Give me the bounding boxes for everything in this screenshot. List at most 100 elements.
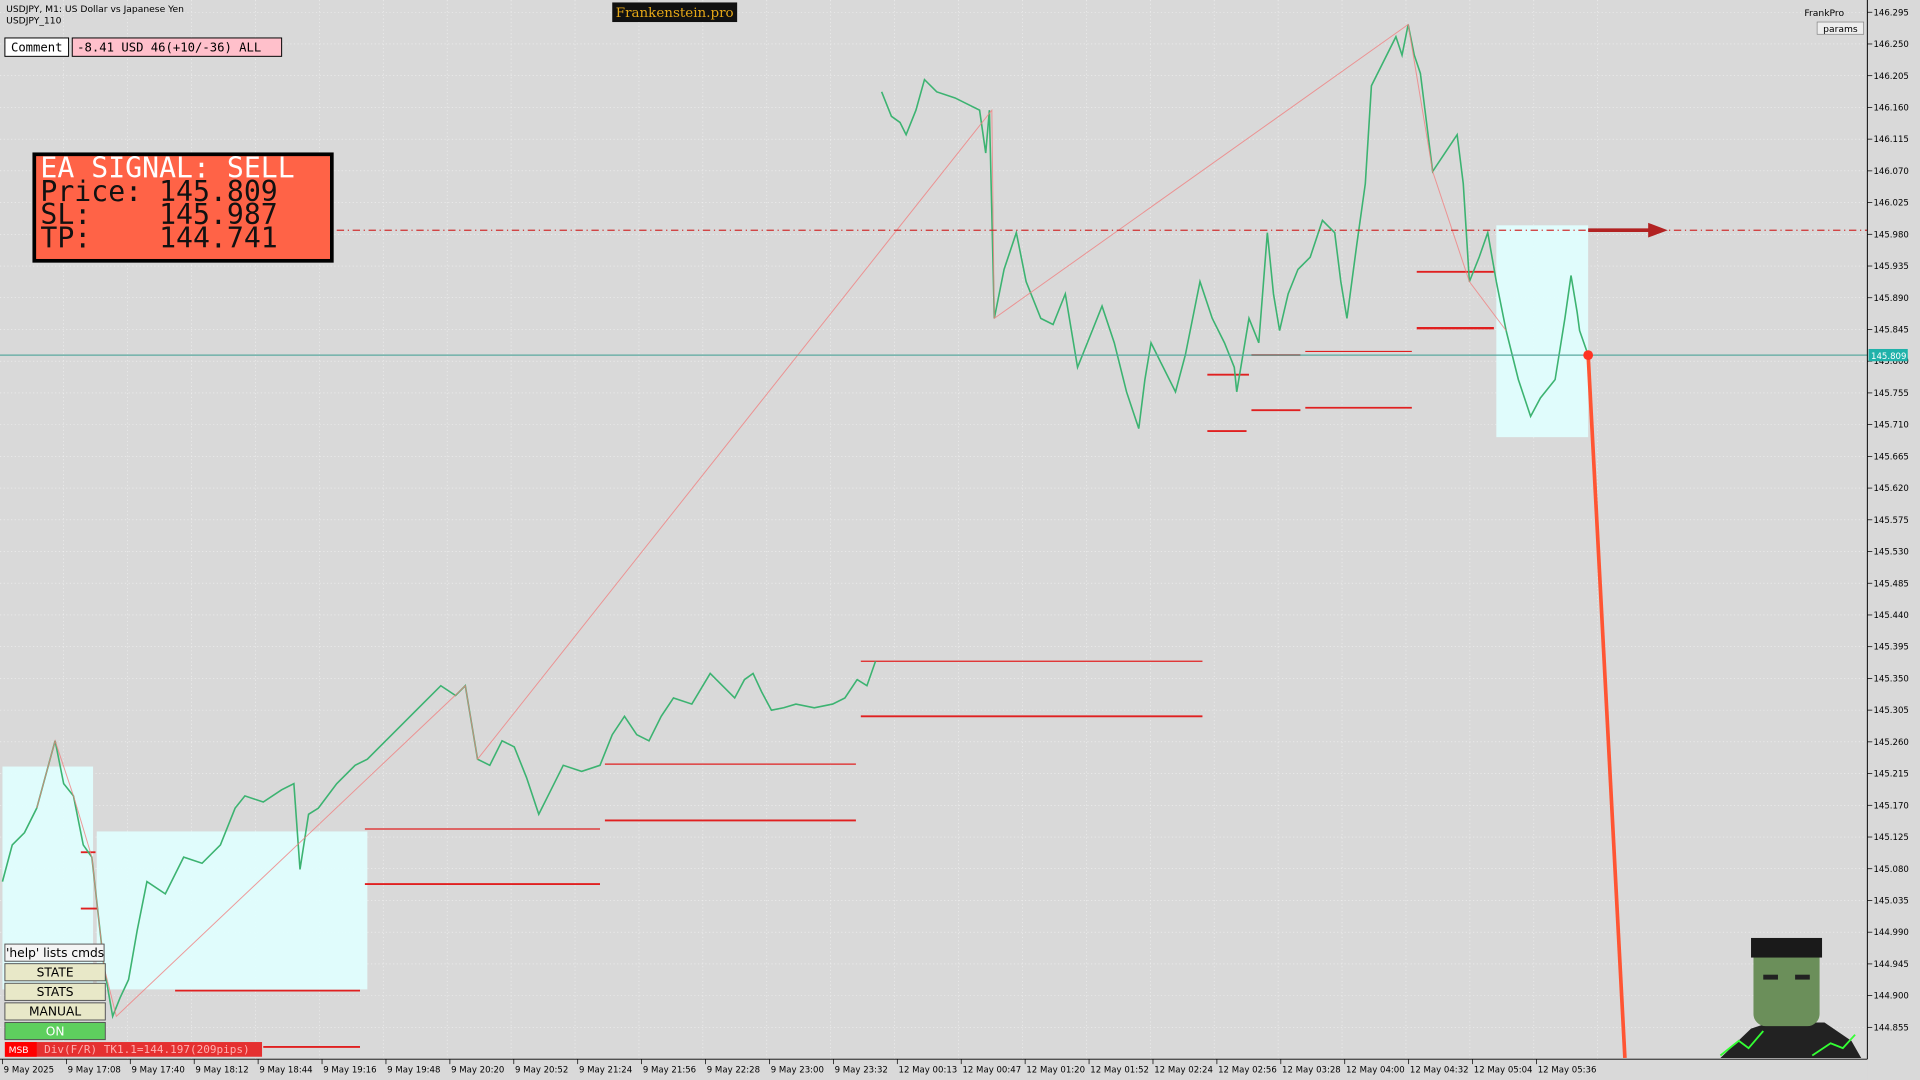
button[interactable]	[4, 963, 106, 982]
price-label: 145.575	[1873, 516, 1908, 526]
price-label: 145.125	[1873, 833, 1908, 843]
price-label: 145.440	[1873, 611, 1908, 621]
price-label: 145.620	[1873, 484, 1908, 494]
price-label: 145.260	[1873, 738, 1908, 748]
comment-box	[71, 37, 283, 57]
time-label: 9 May 18:44	[259, 1066, 312, 1076]
time-label: 9 May 19:16	[323, 1066, 376, 1076]
price-label: 145.890	[1873, 294, 1908, 304]
time-label: 9 May 23:00	[771, 1066, 824, 1076]
comment-text: -8.41 USD 46(+10/-36) ALL	[77, 40, 261, 54]
axes: 146.295 146.250 146.205 146.160 146.115 146.0…	[2, 8, 1909, 1076]
time-label: 12 May 04:00	[1346, 1066, 1405, 1076]
current-price-box	[1868, 348, 1908, 362]
button-label[interactable]: 'help' lists cmds	[6, 946, 104, 960]
button-label[interactable]: STATS	[37, 985, 74, 999]
price-path	[1, 660, 877, 1020]
price-label: 145.665	[1873, 452, 1908, 462]
params-button[interactable]	[1816, 21, 1865, 35]
price-label: 146.070	[1873, 167, 1908, 177]
price-label: 145.755	[1873, 389, 1908, 399]
signal-box	[32, 152, 334, 263]
time-label: 9 May 20:52	[515, 1066, 568, 1076]
sl-arrow-head	[1648, 222, 1668, 238]
time-label: 12 May 02:56	[1218, 1066, 1277, 1076]
profile: USDJPY_110	[6, 15, 61, 26]
signal-dot	[1583, 350, 1594, 360]
time-label: 12 May 05:04	[1474, 1066, 1533, 1076]
price-label: 145.845	[1873, 326, 1908, 336]
price-label: 145.530	[1873, 548, 1908, 558]
zone	[1496, 225, 1589, 438]
price-label: 145.980	[1873, 230, 1908, 240]
time-label: 12 May 01:20	[1026, 1066, 1085, 1076]
price-label: 146.115	[1873, 135, 1908, 145]
price-label: 146.250	[1873, 40, 1908, 50]
time-label: 9 May 20:20	[451, 1066, 504, 1076]
button[interactable]	[4, 943, 105, 962]
time-label: 9 May 18:12	[195, 1066, 248, 1076]
time-label: 12 May 04:32	[1410, 1066, 1469, 1076]
status-tag: MSB	[9, 1045, 29, 1056]
button[interactable]	[4, 1021, 106, 1041]
price-label: 146.205	[1873, 72, 1908, 82]
time-label: 12 May 03:28	[1282, 1066, 1341, 1076]
mascot-body	[1720, 1022, 1862, 1058]
mascot-eye	[1763, 974, 1778, 980]
params-label[interactable]: params	[1823, 24, 1858, 35]
brand-box	[612, 2, 738, 23]
time-label: 9 May 17:40	[132, 1066, 185, 1076]
zone	[96, 831, 368, 990]
button[interactable]	[4, 982, 106, 1001]
time-label: 9 May 19:48	[387, 1066, 440, 1076]
mascot-hair	[1751, 937, 1823, 958]
time-label: 12 May 00:47	[962, 1066, 1021, 1076]
status-tag-box	[4, 1042, 37, 1057]
mascot-line	[1811, 1034, 1856, 1057]
price-label: 146.025	[1873, 199, 1908, 209]
status-text: Div(F/R) TK1.1=144.197(209pips)	[44, 1043, 250, 1056]
signal-title: EA SIGNAL: SELL	[40, 152, 294, 185]
brand: Frankenstein.pro	[616, 6, 734, 21]
signal-tp: TP: 144.741	[40, 221, 277, 254]
mascot	[1719, 937, 1862, 1058]
price-label: 146.160	[1873, 103, 1908, 113]
comment-label: Comment	[11, 40, 63, 54]
price-label: 145.800	[1873, 357, 1908, 367]
price-label: 144.900	[1873, 992, 1908, 1002]
price-label: 145.935	[1873, 262, 1908, 272]
mascot-face	[1753, 945, 1820, 1027]
price-label: 145.485	[1873, 579, 1908, 589]
grid	[0, 0, 1868, 1060]
account: FrankPro	[1804, 8, 1844, 19]
time-label: 9 May 21:56	[643, 1066, 696, 1076]
price-axis-bg	[1867, 0, 1920, 1080]
time-label: 12 May 05:36	[1538, 1066, 1597, 1076]
price-label: 146.295	[1873, 8, 1908, 18]
mascot-line	[1719, 1030, 1764, 1057]
price-label: 144.945	[1873, 960, 1908, 970]
time-label: 9 May 22:28	[707, 1066, 760, 1076]
comment-label-box	[4, 37, 70, 57]
signal-sl: SL: 145.987	[40, 198, 277, 231]
price-label: 145.305	[1873, 706, 1908, 716]
time-label: 12 May 01:52	[1090, 1066, 1149, 1076]
time-label: 12 May 02:24	[1154, 1066, 1213, 1076]
button-label[interactable]: MANUAL	[29, 1005, 81, 1019]
time-label: 9 May 2025	[4, 1066, 54, 1076]
signal-price: Price: 145.809	[40, 175, 277, 208]
time-label: 9 May 17:08	[68, 1066, 121, 1076]
current-price: 145.809	[1871, 352, 1906, 362]
price-label: 144.990	[1873, 928, 1908, 938]
button-label[interactable]: STATE	[37, 966, 74, 980]
button-label[interactable]: ON	[46, 1024, 65, 1038]
price-label: 145.710	[1873, 421, 1908, 431]
time-label: 9 May 21:24	[579, 1066, 632, 1076]
button[interactable]	[4, 1002, 106, 1021]
status-bar	[4, 1042, 263, 1057]
time-label: 9 May 23:32	[835, 1066, 888, 1076]
price-label: 145.395	[1873, 643, 1908, 653]
buttons: 'help' lists cmds STATE STATS MANUAL ON	[4, 943, 106, 1041]
